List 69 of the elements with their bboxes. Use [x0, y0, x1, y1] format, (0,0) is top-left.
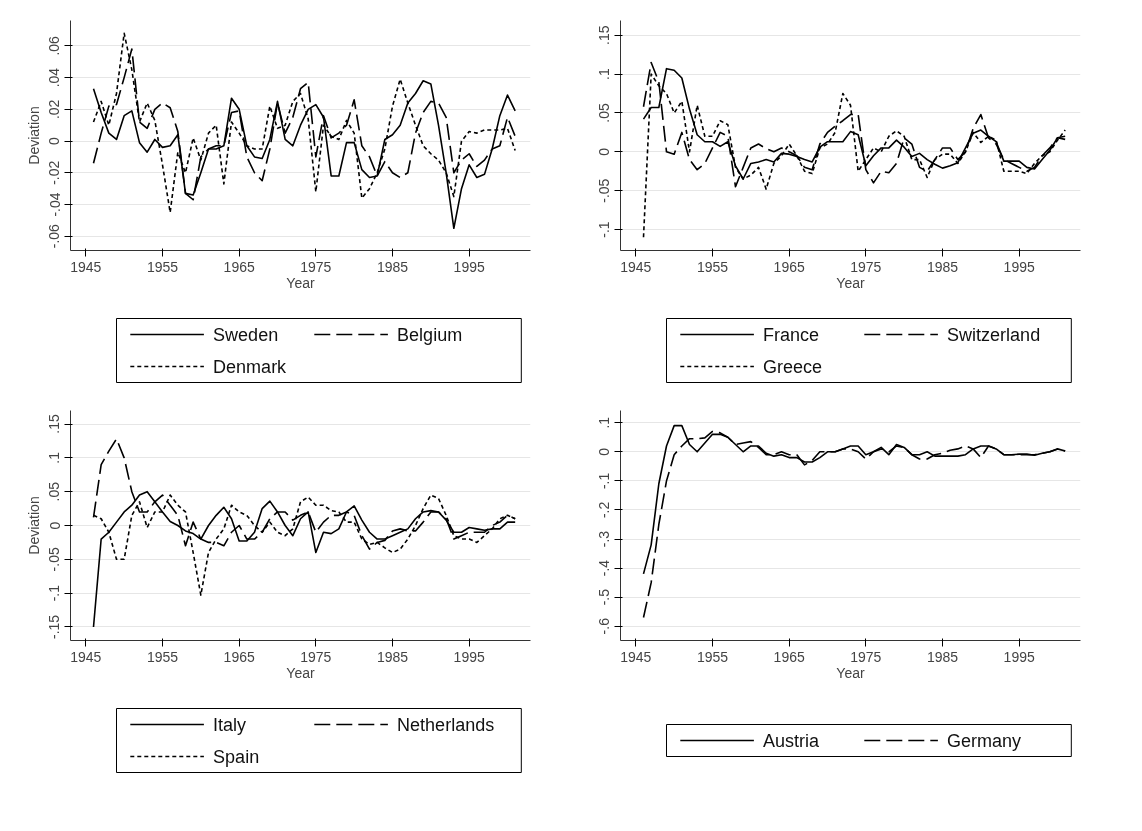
y-tick-label: -.04 [46, 192, 63, 217]
y-tick-label: .02 [46, 99, 63, 120]
x-tick-label: 1965 [223, 258, 255, 275]
x-tick-label: 1945 [70, 648, 102, 665]
x-tick-label: 1975 [850, 258, 882, 275]
y-tick-label: -.1 [596, 221, 613, 238]
x-tick-label: 1985 [926, 648, 959, 665]
x-tick-label: 1965 [773, 258, 805, 275]
y-tick-label: -.05 [596, 178, 613, 203]
y-tick-label: -.06 [46, 223, 63, 249]
legend-label: Austria [763, 730, 821, 751]
legend-label: Denmark [213, 356, 288, 377]
legend-label: France [763, 324, 820, 345]
legend-label: Italy [213, 714, 247, 735]
x-tick-label: 1955 [146, 258, 179, 275]
legend-label: Netherlands [397, 714, 495, 735]
y-tick-label: -.15 [46, 614, 63, 640]
y-tick-label: .1 [596, 68, 613, 80]
y-axis-title: Deviation [25, 496, 42, 555]
legend-label: Germany [947, 730, 1022, 751]
y-tick-label: -.3 [596, 530, 613, 548]
x-tick-label: 1985 [376, 258, 409, 275]
x-tick-label: 1955 [146, 648, 179, 665]
y-tick-label: .06 [46, 35, 63, 56]
y-tick-label: -.6 [596, 617, 613, 635]
x-axis-title: Year [286, 664, 315, 681]
x-tick-label: 1945 [620, 258, 652, 275]
x-tick-label: 1985 [376, 648, 409, 665]
x-tick-label: 1995 [453, 648, 485, 665]
y-tick-label: 0 [596, 147, 613, 156]
x-tick-label: 1965 [223, 648, 255, 665]
x-tick-label: 1975 [850, 648, 882, 665]
x-tick-label: 1955 [696, 258, 729, 275]
y-tick-label: .1 [596, 416, 613, 429]
y-tick-label: .05 [596, 103, 613, 123]
y-tick-label: -.5 [596, 588, 613, 606]
legend-label: Spain [213, 746, 260, 767]
y-tick-label: -.2 [596, 501, 613, 519]
y-tick-label: .05 [46, 481, 63, 502]
y-axis-title: Deviation [25, 106, 42, 165]
y-tick-label: -.02 [46, 160, 63, 185]
x-tick-label: 1975 [300, 258, 332, 275]
legend-label: Sweden [213, 324, 279, 345]
y-tick-label: .15 [46, 414, 63, 434]
legend-label: Belgium [397, 324, 463, 345]
x-tick-label: 1945 [70, 258, 102, 275]
x-tick-label: 1975 [300, 648, 332, 665]
x-tick-label: 1945 [620, 648, 652, 665]
y-tick-label: 0 [46, 136, 63, 145]
x-axis-title: Year [836, 274, 865, 291]
x-tick-label: 1995 [1003, 648, 1035, 665]
y-tick-label: .1 [46, 451, 63, 464]
y-tick-label: -.05 [46, 547, 63, 572]
x-tick-label: 1995 [453, 258, 485, 275]
x-tick-label: 1965 [773, 648, 805, 665]
y-tick-label: 0 [596, 447, 613, 456]
y-tick-label: .04 [46, 67, 63, 88]
y-tick-label: -.1 [46, 584, 63, 602]
legend-label: Switzerland [947, 324, 1041, 345]
x-axis-title: Year [836, 664, 865, 681]
x-tick-label: 1985 [926, 258, 959, 275]
x-axis-title: Year [286, 274, 315, 291]
y-tick-label: .15 [596, 25, 613, 45]
legend-label: Greece [763, 356, 823, 377]
y-tick-label: -.4 [596, 559, 613, 577]
y-tick-label: 0 [46, 521, 63, 530]
y-tick-label: -.1 [596, 472, 613, 490]
x-tick-label: 1955 [696, 648, 729, 665]
x-tick-label: 1995 [1003, 258, 1035, 275]
